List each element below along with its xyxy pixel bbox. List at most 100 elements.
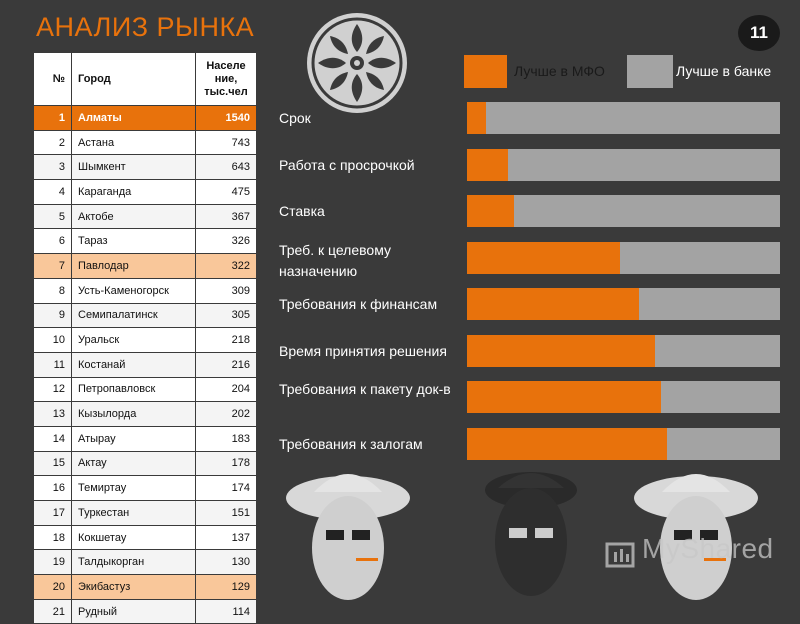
- bar-track-bank: [467, 428, 780, 460]
- cell-population: 204: [195, 376, 257, 403]
- cell-city: Уральск: [71, 327, 196, 353]
- cell-city: Туркестан: [71, 500, 196, 526]
- cell-number: 8: [33, 277, 72, 304]
- bar-fill-mfo: [467, 242, 620, 274]
- ornament-icon: [307, 13, 407, 113]
- table-row: 3 Шымкент 643: [33, 154, 257, 181]
- table-row: 18 Кокшетау 137: [33, 524, 257, 551]
- cell-population: 1540: [195, 105, 257, 131]
- bar-label: Требования к залогам: [279, 436, 423, 452]
- cell-city: Астана: [71, 129, 196, 156]
- table-row: 14 Атырау 183: [33, 425, 257, 452]
- cell-population: 367: [195, 203, 257, 230]
- bar-label: Работа с просрочкой: [279, 157, 415, 173]
- cell-city: Усть-Каменогорск: [71, 277, 196, 304]
- cell-population: 178: [195, 450, 257, 477]
- cell-city: Алматы: [71, 105, 196, 131]
- cell-number: 5: [33, 203, 72, 230]
- header-number: №: [33, 52, 72, 106]
- table-row: 19 Талдыкорган 130: [33, 549, 257, 576]
- cell-number: 2: [33, 129, 72, 156]
- table-row: 16 Темиртау 174: [33, 475, 257, 501]
- legend-label-bank: Лучше в банке: [676, 63, 772, 79]
- cell-population: 475: [195, 179, 257, 205]
- cell-city: Рудный: [71, 598, 196, 624]
- bar-fill-mfo: [467, 195, 514, 227]
- cell-population: 216: [195, 351, 257, 378]
- cell-city: Актобе: [71, 203, 196, 230]
- header-city: Город: [71, 52, 196, 106]
- table-row: 5 Актобе 367: [33, 203, 257, 230]
- city-population-table-container: № Город Населе ние, тыс.чел 1 Алматы 1540 2…: [33, 52, 257, 624]
- cell-city: Талдыкорган: [71, 549, 196, 576]
- cell-city: Кокшетау: [71, 524, 196, 551]
- table-row: 15 Актау 178: [33, 450, 257, 477]
- bar-fill-mfo: [467, 381, 661, 413]
- cell-number: 6: [33, 228, 72, 255]
- bar-track-bank: [467, 102, 780, 134]
- table-row: 11 Костанай 216: [33, 351, 257, 378]
- cell-city: Петропавловск: [71, 376, 196, 403]
- table-row: 20 Экибастуз 129: [33, 574, 257, 600]
- cell-city: Костанай: [71, 351, 196, 378]
- bar-track-bank: [467, 195, 780, 227]
- bar-fill-mfo: [467, 428, 667, 460]
- cell-number: 11: [33, 351, 72, 378]
- cell-population: 305: [195, 302, 257, 329]
- cell-population: 326: [195, 228, 257, 255]
- cell-population: 643: [195, 154, 257, 181]
- table-row: 6 Тараз 326: [33, 228, 257, 255]
- cell-population: 129: [195, 574, 257, 600]
- bar-fill-mfo: [467, 288, 639, 320]
- cell-population: 151: [195, 500, 257, 526]
- city-population-table: № Город Населе ние, тыс.чел 1 Алматы 1540 2…: [33, 52, 257, 624]
- cell-city: Атырау: [71, 425, 196, 452]
- cell-number: 9: [33, 302, 72, 329]
- cell-city: Тараз: [71, 228, 196, 255]
- portrait-left-icon: [286, 474, 410, 600]
- cell-population: 218: [195, 327, 257, 353]
- table-body: 1 Алматы 1540 2 Астана 743 3 Шымкент 643 4 Караган…: [33, 105, 257, 624]
- watermark-logo-icon: [605, 542, 635, 568]
- bar-label: Требования к финансам: [279, 296, 438, 312]
- cell-city: Актау: [71, 450, 196, 477]
- cell-city: Экибастуз: [71, 574, 196, 600]
- table-row: 2 Астана 743: [33, 129, 257, 156]
- table-row: 21 Рудный 114: [33, 598, 257, 624]
- cell-population: 130: [195, 549, 257, 576]
- cell-city: Шымкент: [71, 154, 196, 181]
- cell-city: Павлодар: [71, 253, 196, 279]
- cell-population: 137: [195, 524, 257, 551]
- cell-population: 114: [195, 598, 257, 624]
- cell-number: 4: [33, 179, 72, 205]
- cell-number: 1: [33, 105, 72, 131]
- table-header-row: № Город Населе ние, тыс.чел: [33, 52, 257, 106]
- cell-city: Семипалатинск: [71, 302, 196, 329]
- legend-swatch-mfo: [464, 55, 507, 88]
- bar-track-bank: [467, 288, 780, 320]
- cell-number: 12: [33, 376, 72, 403]
- table-row: 1 Алматы 1540: [33, 105, 257, 131]
- cell-number: 3: [33, 154, 72, 181]
- cell-number: 20: [33, 574, 72, 600]
- portraits-illustration: [286, 472, 758, 600]
- bar-label: Время принятия решения: [279, 343, 447, 359]
- header-population: Населе ние, тыс.чел: [195, 52, 257, 106]
- cell-city: Караганда: [71, 179, 196, 205]
- legend-swatch-bank: [627, 55, 673, 88]
- cell-number: 13: [33, 401, 72, 427]
- cell-population: 202: [195, 401, 257, 427]
- cell-number: 17: [33, 500, 72, 526]
- cell-population: 322: [195, 253, 257, 279]
- legend-label-mfo: Лучше в МФО: [514, 63, 605, 79]
- watermark-text: MyShared: [642, 533, 774, 564]
- portrait-middle-icon: [485, 472, 577, 596]
- table-row: 10 Уральск 218: [33, 327, 257, 353]
- table-row: 13 Кызылорда 202: [33, 401, 257, 427]
- cell-population: 183: [195, 425, 257, 452]
- bar-fill-mfo: [467, 149, 508, 181]
- bar-track-bank: [467, 381, 780, 413]
- cell-city: Кызылорда: [71, 401, 196, 427]
- cell-number: 7: [33, 253, 72, 279]
- bar-label: Треб. к целевому назначению: [279, 242, 391, 279]
